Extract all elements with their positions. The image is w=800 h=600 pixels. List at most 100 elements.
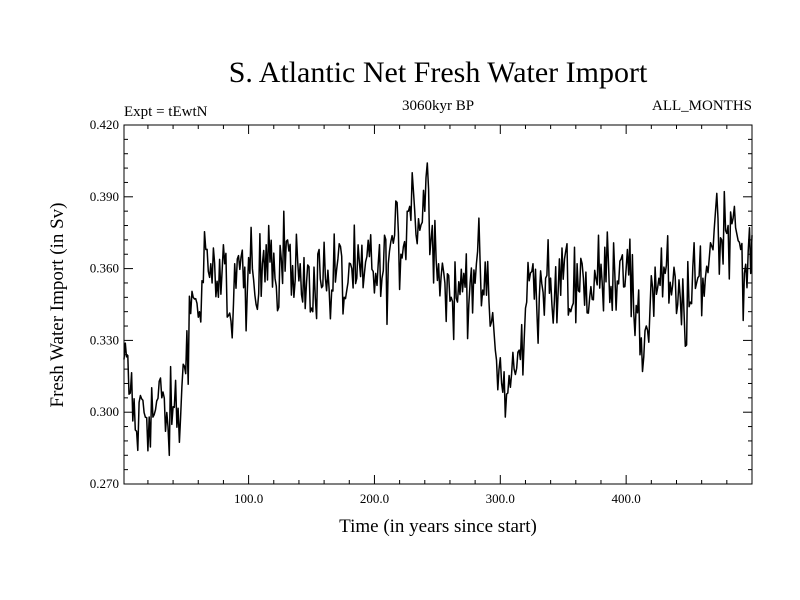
- data-point: [532, 263, 534, 265]
- data-point: [539, 297, 541, 299]
- data-point: [123, 359, 125, 361]
- data-point: [513, 368, 515, 370]
- data-point: [564, 258, 566, 260]
- data-point: [658, 277, 660, 279]
- data-point: [148, 416, 150, 418]
- y-tick-label: 0.300: [90, 404, 119, 419]
- data-point: [627, 249, 629, 251]
- data-point: [413, 191, 415, 193]
- data-point: [696, 282, 698, 284]
- y-tick-label: 0.270: [90, 476, 119, 491]
- data-point: [576, 263, 578, 265]
- data-point: [557, 289, 559, 291]
- data-point: [520, 359, 522, 361]
- data-point: [727, 225, 729, 227]
- data-point: [299, 263, 301, 265]
- data-point: [419, 230, 421, 232]
- data-point: [293, 297, 295, 299]
- data-point: [734, 206, 736, 208]
- data-point: [375, 273, 377, 275]
- data-point: [463, 273, 465, 275]
- data-point: [318, 249, 320, 251]
- data-point: [620, 258, 622, 260]
- data-point: [281, 258, 283, 260]
- subtitle-period: 3060kyr BP: [402, 98, 474, 114]
- data-point: [614, 273, 616, 275]
- data-point: [690, 301, 692, 303]
- data-point: [583, 277, 585, 279]
- data-point: [545, 277, 547, 279]
- data-point: [526, 301, 528, 303]
- data-point: [432, 225, 434, 227]
- data-point: [639, 354, 641, 356]
- y-tick-label: 0.420: [90, 117, 119, 132]
- data-point: [702, 277, 704, 279]
- data-point: [167, 426, 169, 428]
- y-tick-label: 0.390: [90, 189, 119, 204]
- data-point: [255, 304, 257, 306]
- data-point: [237, 258, 239, 260]
- data-point: [746, 287, 748, 289]
- data-point: [337, 258, 339, 260]
- data-point: [186, 330, 188, 332]
- subtitle-months: ALL_MONTHS: [652, 98, 752, 114]
- data-point: [362, 287, 364, 289]
- data-point: [677, 304, 679, 306]
- data-point: [230, 321, 232, 323]
- data-point: [262, 263, 264, 265]
- x-tick-label: 400.0: [612, 491, 641, 506]
- x-tick-label: 300.0: [486, 491, 515, 506]
- data-point: [136, 431, 138, 433]
- x-axis-label: Time (in years since start): [339, 516, 537, 537]
- data-point: [161, 397, 163, 399]
- data-point: [406, 210, 408, 212]
- data-point: [457, 301, 459, 303]
- data-point: [664, 273, 666, 275]
- y-axis-label: Fresh Water Import (in Sv): [47, 203, 68, 408]
- data-point: [369, 256, 371, 258]
- data-point: [495, 349, 497, 351]
- x-tick-label: 200.0: [360, 491, 389, 506]
- data-point: [671, 294, 673, 296]
- data-point: [130, 392, 132, 394]
- data-point: [646, 325, 648, 327]
- data-point: [218, 297, 220, 299]
- data-point: [751, 234, 753, 236]
- plot-frame: [123, 124, 753, 485]
- data-point: [608, 263, 610, 265]
- data-point: [476, 263, 478, 265]
- data-point: [721, 239, 723, 241]
- data-point: [482, 289, 484, 291]
- data-point: [551, 304, 553, 306]
- subtitle-experiment: Expt = tEwtN: [124, 104, 208, 120]
- chart-title: S. Atlantic Net Fresh Water Import: [229, 56, 648, 89]
- plot-area: 0.270 0.300 0.330 0.360 0.390 0.420 100.0 200.0…: [90, 117, 753, 506]
- data-point: [268, 225, 270, 227]
- data-point: [224, 263, 226, 265]
- data-point: [199, 311, 201, 313]
- data-point: [708, 258, 710, 260]
- data-point: [633, 311, 635, 313]
- data-point: [155, 409, 157, 411]
- data-point: [381, 277, 383, 279]
- data-point: [589, 297, 591, 299]
- data-point: [570, 311, 572, 313]
- series-line: [123, 162, 753, 457]
- data-point: [356, 277, 358, 279]
- data-point: [715, 210, 717, 212]
- data-point: [595, 277, 597, 279]
- data-point: [312, 311, 314, 313]
- data-point: [287, 239, 289, 241]
- data-point: [438, 263, 440, 265]
- data-point: [394, 234, 396, 236]
- data-point: [501, 383, 503, 385]
- data-point: [444, 282, 446, 284]
- data-point: [652, 287, 654, 289]
- data-point: [205, 249, 207, 251]
- data-point: [331, 289, 333, 291]
- data-point: [249, 273, 251, 275]
- data-point: [507, 392, 509, 394]
- data-point: [142, 399, 144, 401]
- y-tick-label: 0.360: [90, 261, 119, 276]
